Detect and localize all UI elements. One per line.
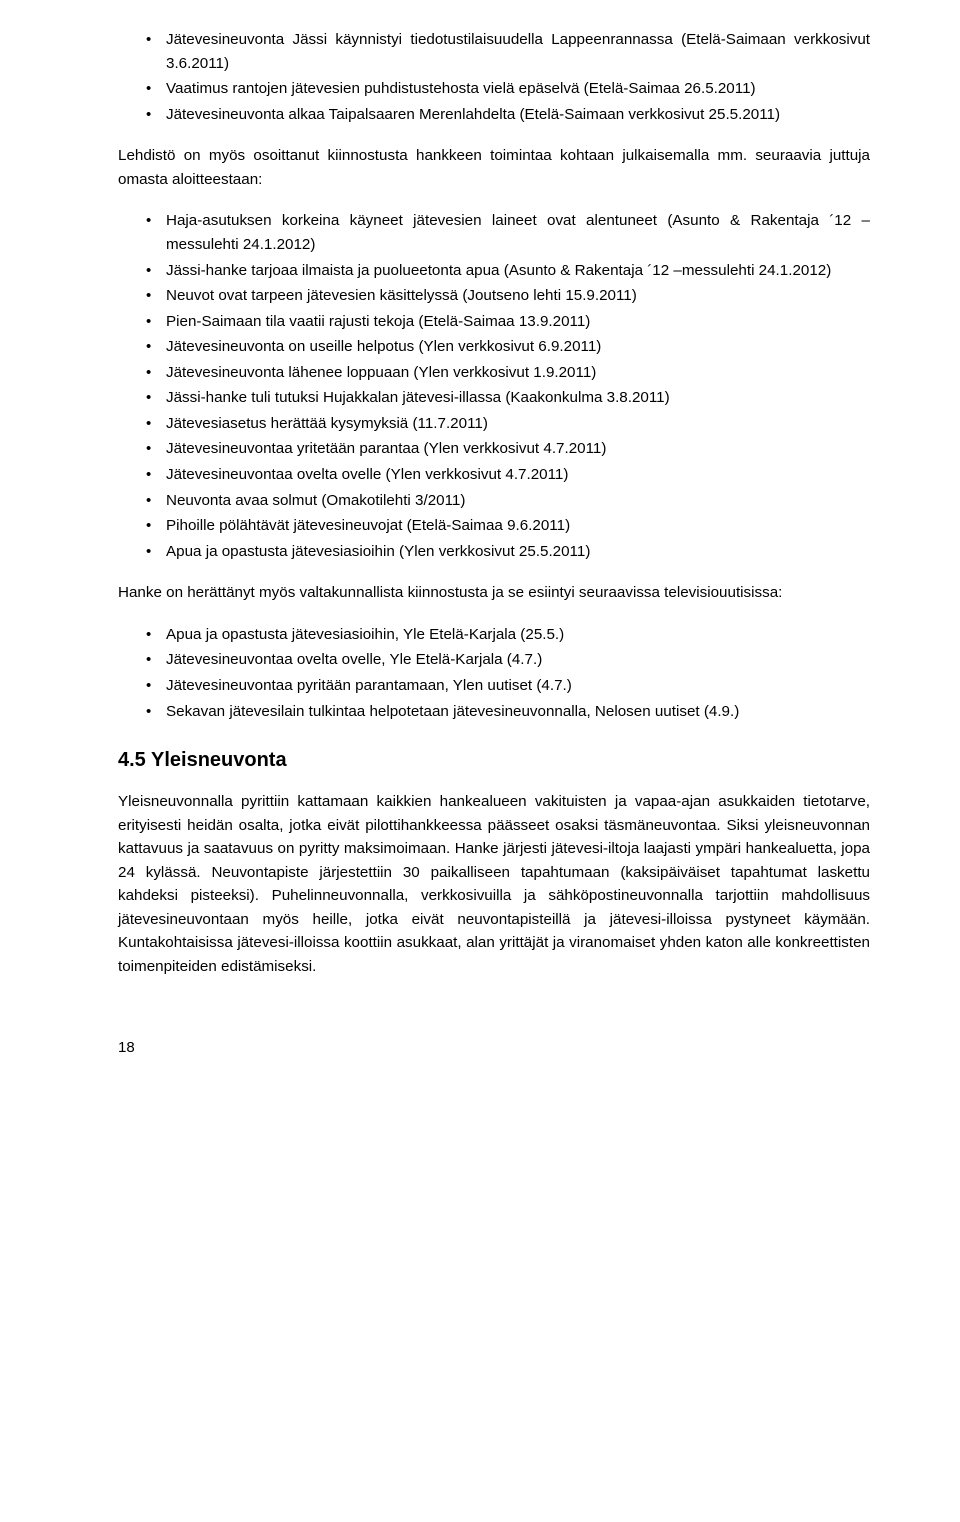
list-item: Neuvot ovat tarpeen jätevesien käsittely… <box>146 284 870 308</box>
media-list-2: Haja-asutuksen korkeina käyneet jätevesi… <box>118 209 870 563</box>
paragraph-yleisneuvonta: Yleisneuvonnalla pyrittiin kattamaan kai… <box>118 790 870 979</box>
list-item: Apua ja opastusta jätevesiasioihin, Yle … <box>146 623 870 647</box>
list-item: Jätevesiasetus herättää kysymyksiä (11.7… <box>146 412 870 436</box>
document-page: Jätevesineuvonta Jässi käynnistyi tiedot… <box>0 0 960 1096</box>
list-item: Jätevesineuvontaa ovelta ovelle, Yle Ete… <box>146 648 870 672</box>
list-item: Apua ja opastusta jätevesiasioihin (Ylen… <box>146 540 870 564</box>
media-list-3: Apua ja opastusta jätevesiasioihin, Yle … <box>118 623 870 723</box>
paragraph-intro-tv: Hanke on herättänyt myös valtakunnallist… <box>118 581 870 605</box>
list-item: Jätevesineuvonta Jässi käynnistyi tiedot… <box>146 28 870 75</box>
page-number: 18 <box>118 1039 870 1056</box>
list-item: Jätevesineuvonta alkaa Taipalsaaren Mere… <box>146 103 870 127</box>
list-item: Jätevesineuvontaa ovelta ovelle (Ylen ve… <box>146 463 870 487</box>
list-item: Jätevesineuvonta lähenee loppuaan (Ylen … <box>146 361 870 385</box>
list-item: Vaatimus rantojen jätevesien puhdistuste… <box>146 77 870 101</box>
list-item: Pihoille pölähtävät jätevesineuvojat (Et… <box>146 514 870 538</box>
list-item: Sekavan jätevesilain tulkintaa helpoteta… <box>146 700 870 724</box>
section-heading-4-5: 4.5 Yleisneuvonta <box>118 749 870 772</box>
list-item: Pien-Saimaan tila vaatii rajusti tekoja … <box>146 310 870 334</box>
list-item: Jässi-hanke tarjoaa ilmaista ja puolueet… <box>146 259 870 283</box>
list-item: Jätevesineuvontaa yritetään parantaa (Yl… <box>146 437 870 461</box>
list-item: Neuvonta avaa solmut (Omakotilehti 3/201… <box>146 489 870 513</box>
media-list-1: Jätevesineuvonta Jässi käynnistyi tiedot… <box>118 28 870 126</box>
list-item: Jässi-hanke tuli tutuksi Hujakkalan jäte… <box>146 386 870 410</box>
list-item: Jätevesineuvontaa pyritään parantamaan, … <box>146 674 870 698</box>
list-item: Haja-asutuksen korkeina käyneet jätevesi… <box>146 209 870 256</box>
list-item: Jätevesineuvonta on useille helpotus (Yl… <box>146 335 870 359</box>
paragraph-intro-press: Lehdistö on myös osoittanut kiinnostusta… <box>118 144 870 191</box>
